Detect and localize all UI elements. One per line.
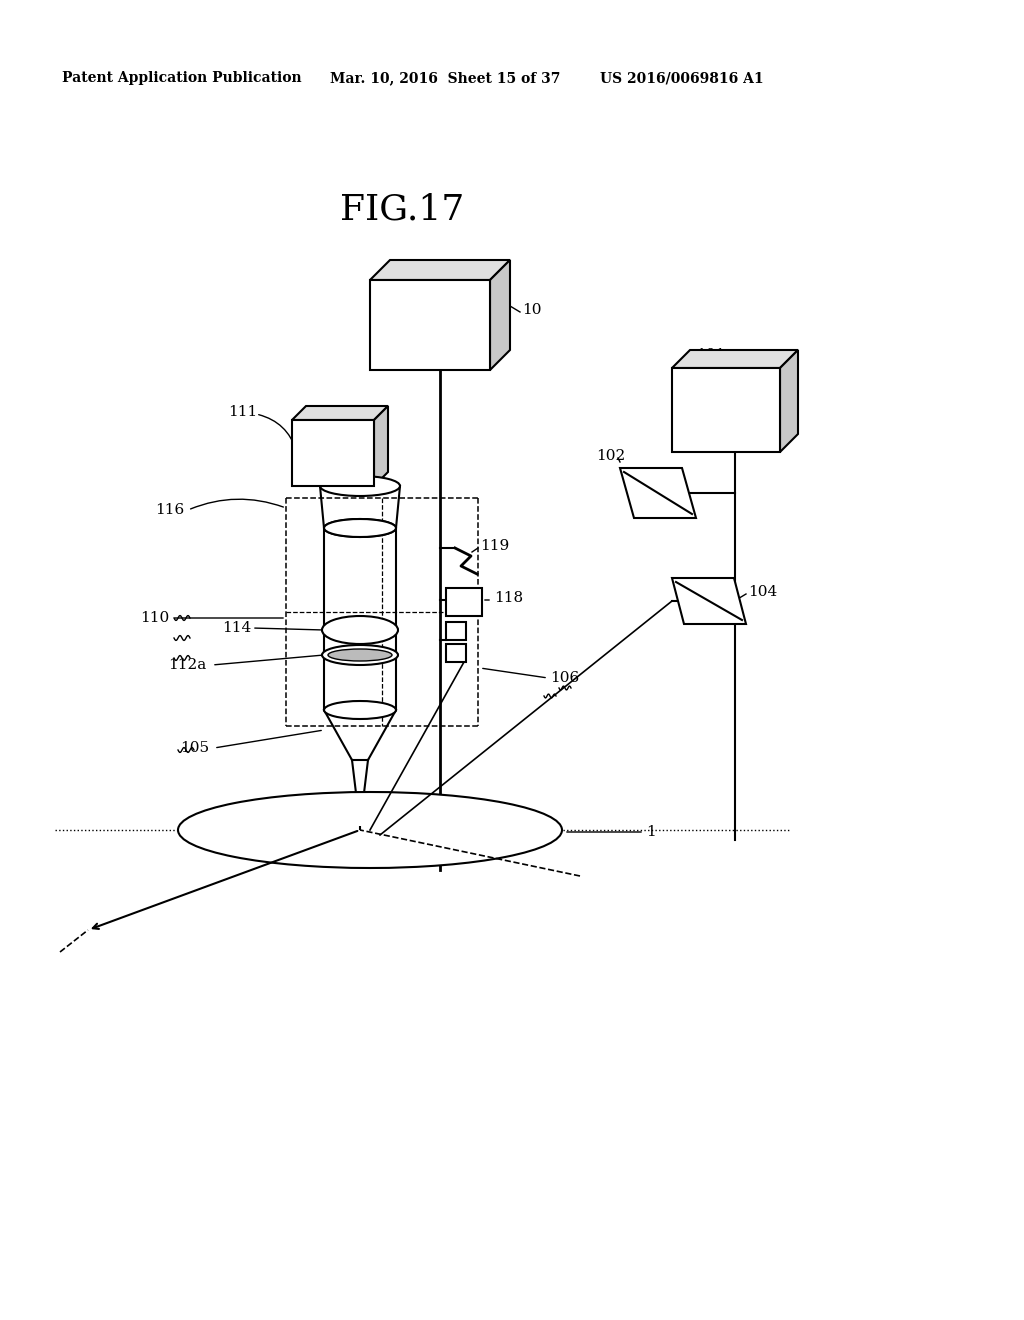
Text: 104: 104 [748, 585, 777, 599]
Text: 106: 106 [550, 671, 580, 685]
Ellipse shape [324, 701, 396, 719]
Text: 116: 116 [155, 503, 184, 517]
Bar [446, 644, 466, 663]
Text: 10: 10 [522, 304, 542, 317]
Ellipse shape [322, 616, 398, 644]
Polygon shape [672, 578, 746, 624]
Ellipse shape [328, 649, 392, 661]
Text: 105: 105 [180, 741, 209, 755]
Polygon shape [780, 350, 798, 451]
Text: 111: 111 [228, 405, 257, 418]
Text: 112a: 112a [168, 657, 206, 672]
Ellipse shape [178, 792, 562, 869]
Text: 119: 119 [480, 539, 509, 553]
Bar [672, 368, 780, 451]
Ellipse shape [324, 519, 396, 537]
Polygon shape [370, 260, 510, 280]
Text: 110: 110 [140, 611, 169, 624]
Text: 102: 102 [596, 449, 626, 463]
Text: FIG.17: FIG.17 [340, 193, 464, 227]
Polygon shape [490, 260, 510, 370]
Ellipse shape [319, 477, 400, 496]
Polygon shape [292, 407, 388, 420]
Ellipse shape [324, 519, 396, 537]
Ellipse shape [322, 645, 398, 665]
Bar [446, 622, 466, 640]
Bar [446, 587, 482, 616]
Bar [370, 280, 490, 370]
Text: 114: 114 [222, 620, 251, 635]
Text: 118: 118 [494, 591, 523, 605]
Polygon shape [374, 407, 388, 486]
Polygon shape [672, 350, 798, 368]
Text: Mar. 10, 2016  Sheet 15 of 37: Mar. 10, 2016 Sheet 15 of 37 [330, 71, 560, 84]
Text: Patent Application Publication: Patent Application Publication [62, 71, 302, 84]
Bar [292, 420, 374, 486]
Text: US 2016/0069816 A1: US 2016/0069816 A1 [600, 71, 764, 84]
Text: 1: 1 [646, 825, 655, 840]
Polygon shape [620, 469, 696, 517]
Text: 101: 101 [696, 348, 725, 362]
